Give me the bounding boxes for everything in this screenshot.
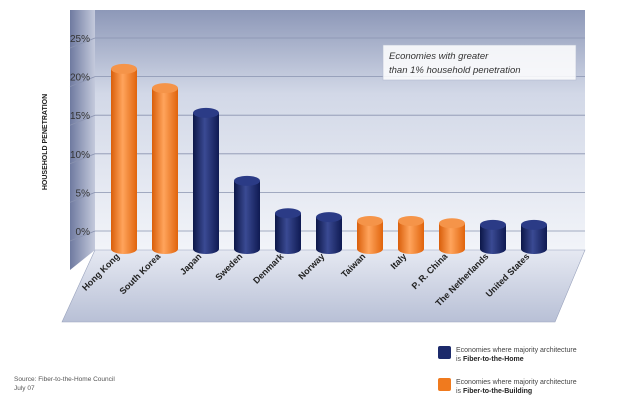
bar-body <box>111 68 137 249</box>
plot-side-wall <box>70 10 95 270</box>
bar-italy <box>398 215 424 254</box>
bar-taiwan <box>357 215 383 254</box>
grid-line-side <box>69 114 96 126</box>
source-line-2: July 07 <box>14 385 35 392</box>
y-tick-label: 0% <box>76 227 91 238</box>
legend-text-home: Economies where majority architecture is… <box>456 347 577 363</box>
y-tick-label: 15% <box>70 111 90 122</box>
y-tick-label: 25% <box>70 34 90 45</box>
grid-line-side <box>69 76 96 87</box>
bar-united-states <box>521 219 547 254</box>
bar-top <box>480 219 506 230</box>
legend-swatch-building <box>438 378 451 391</box>
bar-top <box>439 218 465 229</box>
y-tick-label: 10% <box>70 150 90 161</box>
legend-text-building: Economies where majority architecture is… <box>456 379 577 395</box>
bar-norway <box>316 212 342 254</box>
bar-the-netherlands <box>480 219 506 254</box>
bar-japan <box>193 107 219 254</box>
bar-body <box>234 180 260 249</box>
source-note: Source: Fiber-to-the-Home Council July 0… <box>14 375 115 393</box>
bar-body <box>152 88 178 250</box>
annotation-line-1: Economies with greater <box>389 51 489 62</box>
legend-swatch-home <box>438 346 451 359</box>
bar-top <box>357 215 383 226</box>
bar-p-r-china <box>439 218 465 254</box>
bar-south-korea <box>152 83 178 254</box>
bars <box>111 63 547 254</box>
bar-body <box>193 112 219 249</box>
bar-top <box>152 83 178 94</box>
bar-top <box>234 175 260 186</box>
annotation-box: Economies with greater than 1% household… <box>382 44 577 81</box>
bar-body <box>275 213 301 249</box>
bar-top <box>521 219 547 230</box>
bar-denmark <box>275 208 301 254</box>
bar-body <box>316 217 342 249</box>
grid-line-side <box>69 192 96 203</box>
y-tick-label: 5% <box>76 188 91 199</box>
grid-line-side <box>69 153 96 165</box>
bar-top <box>193 107 219 118</box>
bar-top <box>275 208 301 219</box>
bar-sweden <box>234 175 260 254</box>
source-line-1: Source: Fiber-to-the-Home Council <box>14 376 115 383</box>
y-tick-label: 20% <box>70 73 90 84</box>
bar-top <box>398 215 424 226</box>
bar-top <box>316 212 342 223</box>
grid-line-side <box>69 37 96 49</box>
y-axis-ticks: 25% 20% 15% 10% 5% 0% <box>70 34 90 238</box>
y-axis-label: HOUSEHOLD PENETRATION <box>42 94 49 190</box>
bar-hong-kong <box>111 63 137 254</box>
grid-line-side <box>69 230 96 242</box>
annotation-line-2: than 1% household penetration <box>389 65 521 76</box>
bar-top <box>111 63 137 74</box>
